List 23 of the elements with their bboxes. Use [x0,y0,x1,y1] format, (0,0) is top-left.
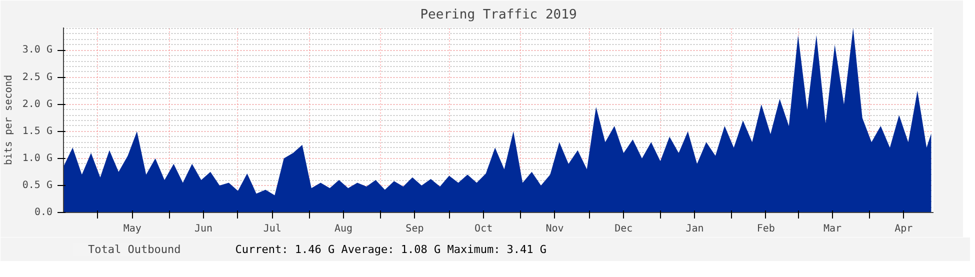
x-tick-label: Jan [686,224,704,234]
x-tick-label: Jun [194,224,213,234]
x-tick-label: May [123,224,142,234]
y-tick-label: 0.5 G [22,180,53,191]
x-tick-label: Aug [334,224,353,234]
y-tick-label: 2.5 G [22,72,53,83]
x-tick-label: Feb [756,224,775,234]
chart-title: Peering Traffic 2019 [420,8,577,22]
y-tick-label: 0.0 [34,207,52,218]
x-tick-label: Dec [614,224,633,234]
x-tick-label: Mar [823,224,842,234]
x-tick-label: Oct [474,224,493,234]
text: Total Outbound [88,243,181,256]
x-tick-label: Jul [263,224,282,234]
y-tick-label: 1.0 G [22,152,53,164]
y-tick-label: 3.0 G [22,44,53,56]
y-tick-label: 1.5 G [22,126,53,137]
x-tick-label: Apr [894,224,913,234]
text: Current: 1.46 G Average: 1.08 G Maximum: 3.41 G [235,243,547,256]
y-axis-title: bits per second [3,74,14,166]
x-tick-label: Nov [546,224,564,234]
x-tick-label: Sep [406,224,424,234]
y-tick-label: 2.0 G [22,98,53,110]
